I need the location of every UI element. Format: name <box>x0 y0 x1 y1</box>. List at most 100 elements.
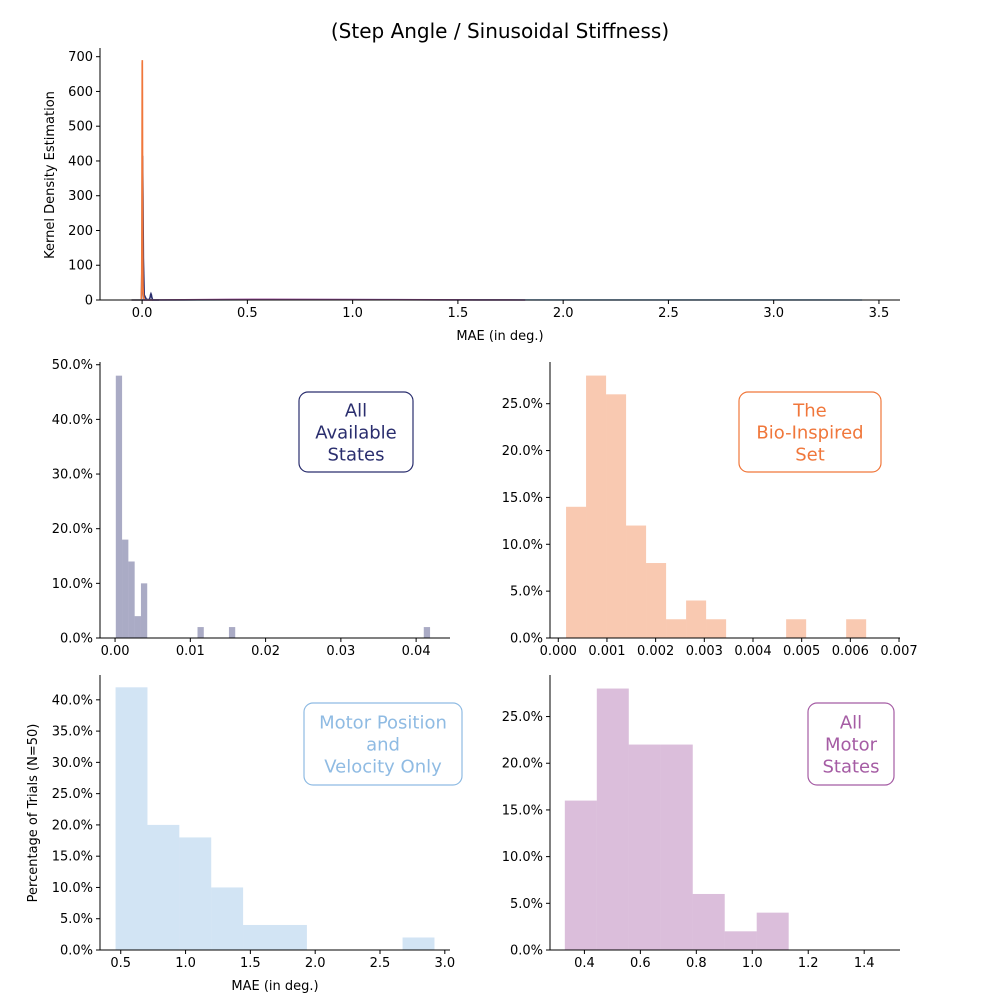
kde-y-tick-label: 600 <box>68 85 93 100</box>
hist-all-motor-bar <box>756 912 789 950</box>
hist-all-motor-annotation-box <box>807 702 895 786</box>
plots-layer: 0.0 0.5 1.0 1.5 2.0 2.5 3.0 3.5 0 100 200 300 400 500… <box>26 48 918 994</box>
hist-all-motor-bar <box>724 931 757 950</box>
hist-all-available-x-tick-label: 0.03 <box>326 644 355 659</box>
hist-bio-inspired-annotation-line: Bio-Inspired <box>756 423 863 444</box>
hist-all-motor-annotation-line: Motor <box>825 735 878 756</box>
hist-motor-pos-vel-bar <box>243 924 275 950</box>
hist-all-available-annotation-box <box>298 391 414 473</box>
hist-bio-inspired-x-tick-label: 0.007 <box>880 644 917 659</box>
hist-bio-inspired-x-tick-label: 0.002 <box>637 644 674 659</box>
hist-bio-inspired-x-tick-label: 0.006 <box>832 644 869 659</box>
hist-bio-inspired-y-tick-label: 0.0% <box>510 632 543 647</box>
hist-all-motor-y-tick-label: 25.0% <box>502 710 543 725</box>
kde-y-tick-label: 200 <box>68 224 93 239</box>
hist-bio-inspired-y-tick-label: 20.0% <box>502 444 543 459</box>
hist-bio-inspired-annotation-line: Set <box>795 445 825 466</box>
hist-bio-inspired-annotation-line: The <box>792 401 826 422</box>
hist-all-available-bar <box>197 627 204 638</box>
hist-motor-pos-vel-y-tick-label: 5.0% <box>60 912 93 927</box>
hist-all-available-bar <box>140 583 148 638</box>
kde-panel: 0.0 0.5 1.0 1.5 2.0 2.5 3.0 3.5 0 100 200 300 400 500… <box>43 48 900 344</box>
kde-x-tick-label: 2.0 <box>553 306 574 321</box>
hist-motor-pos-vel-y-axis-label: Percentage of Trials (N=50) <box>26 724 41 903</box>
hist-motor-pos-vel-y-tick-label: 20.0% <box>52 818 93 833</box>
hist-motor-pos-vel-annotation-line: and <box>366 735 400 756</box>
hist-motor-pos-vel-x-tick-label: 2.0 <box>305 956 326 971</box>
hist-motor-pos-vel-y-tick-label: 30.0% <box>52 756 93 771</box>
hist-all-available-bar <box>128 561 135 638</box>
hist-all-available-y-tick-label: 10.0% <box>52 577 93 592</box>
hist-bio-inspired-bar <box>586 375 607 638</box>
hist-motor-pos-vel-annotation-box <box>303 702 463 786</box>
hist-bio-inspired-panel: 0.000 0.001 0.002 0.003 0.004 0.005 0.006 0.007… <box>502 362 918 659</box>
hist-all-available-panel: 0.00 0.01 0.02 0.03 0.04 0.0% 10.0% 20.0% 30.0% 4… <box>52 358 450 659</box>
hist-motor-pos-vel-bar <box>179 837 212 950</box>
hist-motor-pos-vel-x-axis-label: MAE (in deg.) <box>231 979 318 994</box>
hist-all-available-annotation-line: States <box>327 445 384 466</box>
hist-all-available-bar <box>228 627 236 638</box>
hist-motor-pos-vel-x-tick-label: 1.5 <box>240 956 261 971</box>
hist-motor-pos-vel-panel: 0.5 1.0 1.5 2.0 2.5 3.0 0.0% 5.0% 10.0% 15.0% 20.0… <box>26 675 463 994</box>
hist-bio-inspired-bar <box>606 394 627 638</box>
hist-all-motor-x-tick-label: 1.4 <box>854 956 875 971</box>
kde-y-tick-label: 300 <box>68 189 93 204</box>
hist-all-motor-x-tick-label: 1.0 <box>742 956 763 971</box>
hist-motor-pos-vel-y-tick-label: 10.0% <box>52 881 93 896</box>
hist-motor-pos-vel-bar <box>211 887 244 950</box>
kde-x-tick-label: 0.5 <box>237 306 258 321</box>
kde-x-tick-label: 1.5 <box>448 306 469 321</box>
kde-series-line-all-available <box>131 155 159 301</box>
hist-all-motor-y-tick-label: 10.0% <box>502 850 543 865</box>
hist-all-available-y-tick-label: 30.0% <box>52 468 93 483</box>
hist-all-motor-x-tick-label: 0.4 <box>574 956 595 971</box>
hist-bio-inspired-x-tick-label: 0.000 <box>540 644 577 659</box>
hist-bio-inspired-bar <box>566 506 587 638</box>
hist-all-available-annotation-line: All <box>345 401 367 422</box>
hist-bio-inspired-x-tick-label: 0.003 <box>686 644 723 659</box>
hist-all-motor-bar <box>596 688 629 950</box>
hist-motor-pos-vel-bar <box>402 937 435 950</box>
hist-motor-pos-vel-annotation-line: Motor Position <box>319 713 447 734</box>
hist-motor-pos-vel-y-tick-label: 35.0% <box>52 725 93 740</box>
kde-x-tick-label: 1.0 <box>342 306 363 321</box>
hist-all-motor-bar <box>628 744 661 950</box>
hist-all-motor-y-tick-label: 20.0% <box>502 757 543 772</box>
hist-motor-pos-vel-bar <box>115 687 148 950</box>
hist-all-motor-x-tick-label: 0.8 <box>686 956 707 971</box>
hist-all-available-bar <box>134 616 141 638</box>
hist-bio-inspired-bar <box>786 619 807 638</box>
kde-y-tick-label: 0 <box>85 294 93 309</box>
hist-bio-inspired-y-tick-label: 5.0% <box>510 585 543 600</box>
hist-all-available-y-tick-label: 20.0% <box>52 522 93 537</box>
hist-all-motor-panel: 0.4 0.6 0.8 1.0 1.2 1.4 0.0% 5.0% 10.0% 15.0% 20.0… <box>502 675 900 971</box>
hist-motor-pos-vel-bar <box>275 924 307 950</box>
hist-bio-inspired-bar <box>686 600 707 638</box>
hist-motor-pos-vel-y-tick-label: 15.0% <box>52 850 93 865</box>
hist-bio-inspired-bar <box>626 525 647 638</box>
kde-x-tick-label: 2.5 <box>658 306 679 321</box>
hist-bio-inspired-x-tick-label: 0.001 <box>588 644 625 659</box>
hist-all-motor-annotation-line: All <box>840 713 862 734</box>
hist-all-available-annotation-line: Available <box>315 423 396 444</box>
hist-all-motor-x-tick-label: 0.6 <box>630 956 651 971</box>
kde-series-line-bio-inspired <box>131 60 153 301</box>
hist-all-available-x-tick-label: 0.04 <box>402 644 431 659</box>
hist-all-available-x-tick-label: 0.01 <box>176 644 205 659</box>
hist-all-available-bar <box>423 627 431 638</box>
hist-all-available-bar <box>122 539 129 638</box>
hist-all-available-y-tick-label: 0.0% <box>60 632 93 647</box>
hist-bio-inspired-bar <box>846 619 867 638</box>
hist-all-available-x-tick-label: 0.02 <box>251 644 280 659</box>
hist-bio-inspired-x-tick-label: 0.005 <box>783 644 820 659</box>
hist-motor-pos-vel-y-tick-label: 0.0% <box>60 944 93 959</box>
kde-y-tick-label: 400 <box>68 154 93 169</box>
hist-bio-inspired-x-tick-label: 0.004 <box>734 644 771 659</box>
hist-motor-pos-vel-x-tick-label: 2.5 <box>370 956 391 971</box>
hist-all-motor-y-tick-label: 15.0% <box>502 803 543 818</box>
kde-x-tick-label: 3.5 <box>869 306 890 321</box>
figure-title: (Step Angle / Sinusoidal Stiffness) <box>331 19 669 43</box>
hist-motor-pos-vel-x-tick-label: 1.0 <box>175 956 196 971</box>
hist-all-motor-bar <box>564 800 597 950</box>
hist-motor-pos-vel-y-tick-label: 25.0% <box>52 787 93 802</box>
